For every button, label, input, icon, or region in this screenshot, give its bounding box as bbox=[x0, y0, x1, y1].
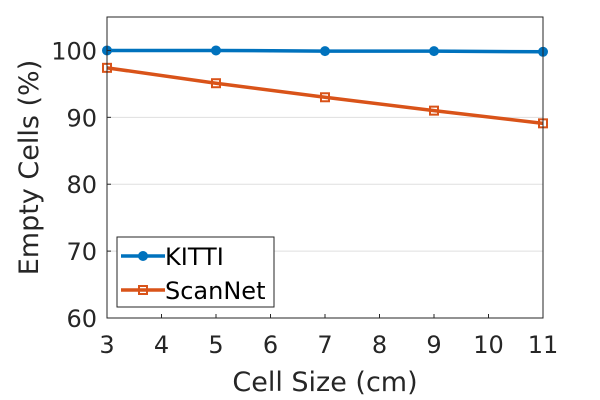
series-line-scannet bbox=[106, 66, 544, 126]
x-tick-label-4: 4 bbox=[154, 331, 169, 359]
x-tick-label-6: 6 bbox=[263, 331, 278, 359]
x-tick-label-10: 10 bbox=[473, 331, 504, 359]
y-axis-label: Empty Cells (%) bbox=[14, 60, 45, 276]
x-axis-label: Cell Size (cm) bbox=[232, 367, 417, 398]
legend: KITTI ScanNet bbox=[116, 236, 275, 308]
point-kitti-7 bbox=[320, 46, 330, 57]
x-tick-label-11: 11 bbox=[528, 331, 559, 359]
point-scannet-5 bbox=[211, 78, 221, 89]
y-tick-label-80: 80 bbox=[66, 171, 97, 199]
point-kitti-9 bbox=[429, 46, 439, 57]
series-kitti bbox=[102, 45, 548, 57]
legend-label-scannet: ScanNet bbox=[165, 277, 265, 305]
y-tick-label-60: 60 bbox=[66, 305, 97, 333]
legend-label-kitti: KITTI bbox=[165, 243, 224, 271]
x-tick-label-7: 7 bbox=[317, 331, 332, 359]
y-tick-label-70: 70 bbox=[66, 238, 97, 266]
point-scannet-7 bbox=[320, 92, 330, 103]
point-kitti-5 bbox=[211, 45, 221, 56]
y-tick-label-100: 100 bbox=[51, 37, 97, 65]
x-tick-label-5: 5 bbox=[208, 331, 223, 359]
legend-marker-kitti bbox=[138, 251, 148, 261]
x-tick-label-9: 9 bbox=[426, 331, 441, 359]
x-tick-label-3: 3 bbox=[99, 331, 114, 359]
y-tick-label-90: 90 bbox=[66, 104, 97, 132]
x-tick-label-8: 8 bbox=[372, 331, 387, 359]
series-layer bbox=[102, 45, 548, 129]
legend-item-scannet: ScanNet bbox=[121, 277, 265, 305]
legend-box bbox=[116, 236, 275, 308]
ticks: 3 4 5 6 7 8 9 10 11 60 70 80 90 100 bbox=[51, 37, 558, 359]
legend-marker-scannet bbox=[138, 285, 148, 295]
point-scannet-9 bbox=[429, 105, 439, 116]
grid bbox=[107, 49, 543, 252]
legend-item-kitti: KITTI bbox=[121, 243, 224, 271]
